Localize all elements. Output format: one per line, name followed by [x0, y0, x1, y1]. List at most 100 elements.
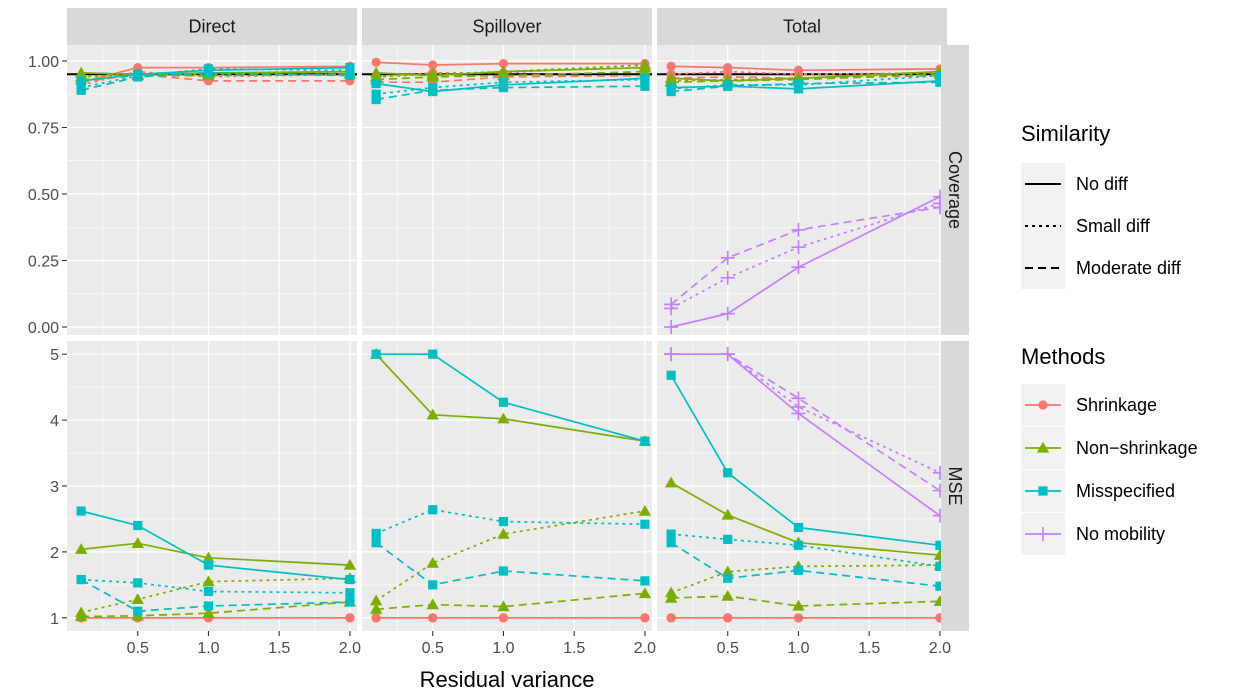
data-point-non-shrinkage-no-diff-1	[721, 508, 734, 520]
x-tick-label-spillover: 2.0	[634, 640, 656, 657]
series-line-spillover-coverage-non-shrinkage-small-diff	[376, 64, 645, 78]
series-line-spillover-mse-misspecified-no-diff	[376, 353, 646, 443]
data-point-shrinkage-no-diff-0	[371, 57, 381, 67]
legend-key-bg	[1021, 205, 1065, 247]
y-tick-label-coverage: 0.00	[28, 320, 59, 337]
data-point-non-shrinkage-moderate-diff-2	[202, 607, 215, 618]
series-line-total-coverage-shrinkage-no-diff	[671, 65, 940, 72]
data-point-misspecified-small-diff-1	[723, 534, 733, 544]
data-point-non-shrinkage-no-diff-1	[131, 537, 144, 548]
data-point-misspecified-no-diff-0	[666, 370, 676, 380]
series-line-direct-coverage-misspecified-small-diff	[80, 68, 350, 89]
series-line-spillover-coverage-shrinkage-no-diff	[376, 61, 645, 66]
data-point-misspecified-small-diff-1	[133, 578, 143, 588]
series-line-total-mse-non-shrinkage-no-diff	[670, 481, 940, 557]
series-line-total-coverage-non-shrinkage-moderate-diff	[671, 73, 940, 84]
data-point-non-shrinkage-small-diff-3	[638, 58, 652, 70]
data-point-misspecified-no-diff-0	[76, 76, 86, 86]
legend-label-no-diff: No diff	[1076, 174, 1129, 194]
data-point-no-mobility-moderate-diff-1	[720, 347, 735, 362]
legend-label-moderate-diff: Moderate diff	[1076, 258, 1182, 278]
data-point-misspecified-moderate-diff-3	[345, 597, 355, 607]
series-line-total-mse-misspecified-moderate-diff	[670, 541, 940, 588]
data-point-misspecified-moderate-diff-1	[723, 81, 733, 91]
data-point-misspecified-small-diff-3	[640, 519, 650, 529]
series-line-spillover-mse-non-shrinkage-moderate-diff	[376, 592, 645, 611]
series-line-total-coverage-shrinkage-small-diff	[671, 70, 940, 76]
strip-total	[657, 8, 947, 45]
series-line-total-mse-non-shrinkage-moderate-diff	[671, 595, 940, 607]
x-tick-label-total: 0.5	[717, 640, 739, 657]
x-tick-label-spillover: 0.5	[422, 640, 444, 657]
x-tick-label-direct: 1.0	[197, 640, 219, 657]
data-point-misspecified-no-diff-3	[640, 436, 650, 446]
legend-label-misspecified: Misspecified	[1076, 481, 1175, 501]
data-point-misspecified-no-diff-2	[793, 522, 804, 533]
y-tick-label-mse: 1	[50, 611, 59, 628]
series-line-spillover-coverage-misspecified-small-diff	[376, 78, 645, 96]
data-point-no-mobility-moderate-diff-0	[664, 347, 679, 362]
series-line-spillover-mse-non-shrinkage-small-diff	[375, 510, 646, 602]
data-point-misspecified-small-diff-2	[498, 77, 509, 87]
data-point-non-shrinkage-no-diff-3	[343, 558, 357, 570]
y-tick-label-coverage: 0.75	[28, 120, 59, 137]
data-point-misspecified-no-diff-0	[371, 78, 381, 89]
y-tick-label-mse: 2	[50, 545, 59, 562]
series-line-total-mse-non-shrinkage-small-diff	[670, 564, 940, 594]
strip-label-coverage: Coverage	[945, 151, 965, 229]
strip-spillover	[362, 8, 652, 45]
series-line-direct-mse-non-shrinkage-small-diff	[80, 577, 350, 614]
data-point-misspecified-small-diff-2	[793, 540, 804, 550]
data-point-misspecified-small-diff-0	[371, 528, 381, 539]
data-point-misspecified-no-diff-0	[371, 349, 381, 359]
data-point-non-shrinkage-moderate-diff-1	[426, 598, 439, 610]
data-point-misspecified-no-diff-2	[498, 397, 509, 407]
panel-spillover-mse	[362, 341, 652, 631]
legend-key-marker-non-shrinkage	[1036, 441, 1050, 453]
x-tick-label-total: 2.0	[929, 640, 951, 657]
data-point-misspecified-moderate-diff-2	[498, 82, 509, 93]
data-point-misspecified-moderate-diff-0	[666, 538, 676, 548]
data-point-misspecified-moderate-diff-2	[203, 601, 214, 611]
strip-label-total: Total	[783, 17, 821, 37]
x-tick-label-direct: 1.5	[268, 640, 290, 657]
data-point-non-shrinkage-moderate-diff-0	[664, 591, 678, 603]
series-line-spillover-coverage-misspecified-moderate-diff	[375, 85, 645, 101]
data-point-misspecified-moderate-diff-3	[935, 581, 945, 591]
data-point-shrinkage-moderate-diff-0	[371, 613, 381, 623]
data-point-non-shrinkage-small-diff-2	[497, 527, 510, 539]
data-point-misspecified-moderate-diff-3	[935, 77, 945, 87]
data-point-misspecified-moderate-diff-1	[133, 72, 143, 82]
series-line-spillover-coverage-non-shrinkage-moderate-diff	[376, 70, 645, 81]
data-point-non-shrinkage-moderate-diff-2	[497, 600, 510, 612]
data-point-non-shrinkage-moderate-diff-2	[792, 599, 805, 611]
data-point-misspecified-no-diff-1	[428, 349, 438, 359]
legend-label-shrinkage: Shrinkage	[1076, 395, 1157, 415]
x-tick-label-spillover: 1.5	[563, 640, 585, 657]
data-point-non-shrinkage-small-diff-0	[369, 594, 383, 606]
panel-spillover-coverage	[362, 45, 652, 335]
strip-label-spillover: Spillover	[472, 17, 541, 37]
data-point-shrinkage-moderate-diff-2	[498, 613, 509, 623]
series-line-total-mse-misspecified-no-diff	[670, 374, 941, 547]
data-point-non-shrinkage-moderate-diff-2	[497, 69, 510, 81]
data-point-non-shrinkage-moderate-diff-1	[426, 70, 439, 82]
data-point-shrinkage-moderate-diff-3	[640, 613, 650, 623]
data-point-misspecified-moderate-diff-1	[723, 573, 733, 583]
data-point-misspecified-moderate-diff-2	[203, 68, 214, 78]
data-point-shrinkage-no-diff-0	[666, 61, 676, 71]
data-point-misspecified-no-diff-1	[133, 520, 143, 531]
data-point-non-shrinkage-moderate-diff-3	[638, 65, 652, 77]
data-point-misspecified-moderate-diff-0	[666, 86, 676, 97]
data-point-no-mobility-no-diff-1	[720, 306, 735, 321]
series-line-total-coverage-no-mobility-moderate-diff	[670, 206, 941, 306]
panel-total-mse	[657, 341, 947, 631]
data-point-no-mobility-small-diff-1	[720, 270, 735, 285]
legend-label-small-diff: Small diff	[1076, 216, 1151, 236]
legend-key-marker-no-mobility	[1036, 527, 1050, 541]
x-tick-label-total: 1.0	[787, 640, 809, 657]
x-tick-label-spillover: 1.0	[492, 640, 514, 657]
legend-label-non-shrinkage: Non−shrinkage	[1076, 438, 1198, 458]
data-point-misspecified-moderate-diff-1	[428, 85, 438, 95]
